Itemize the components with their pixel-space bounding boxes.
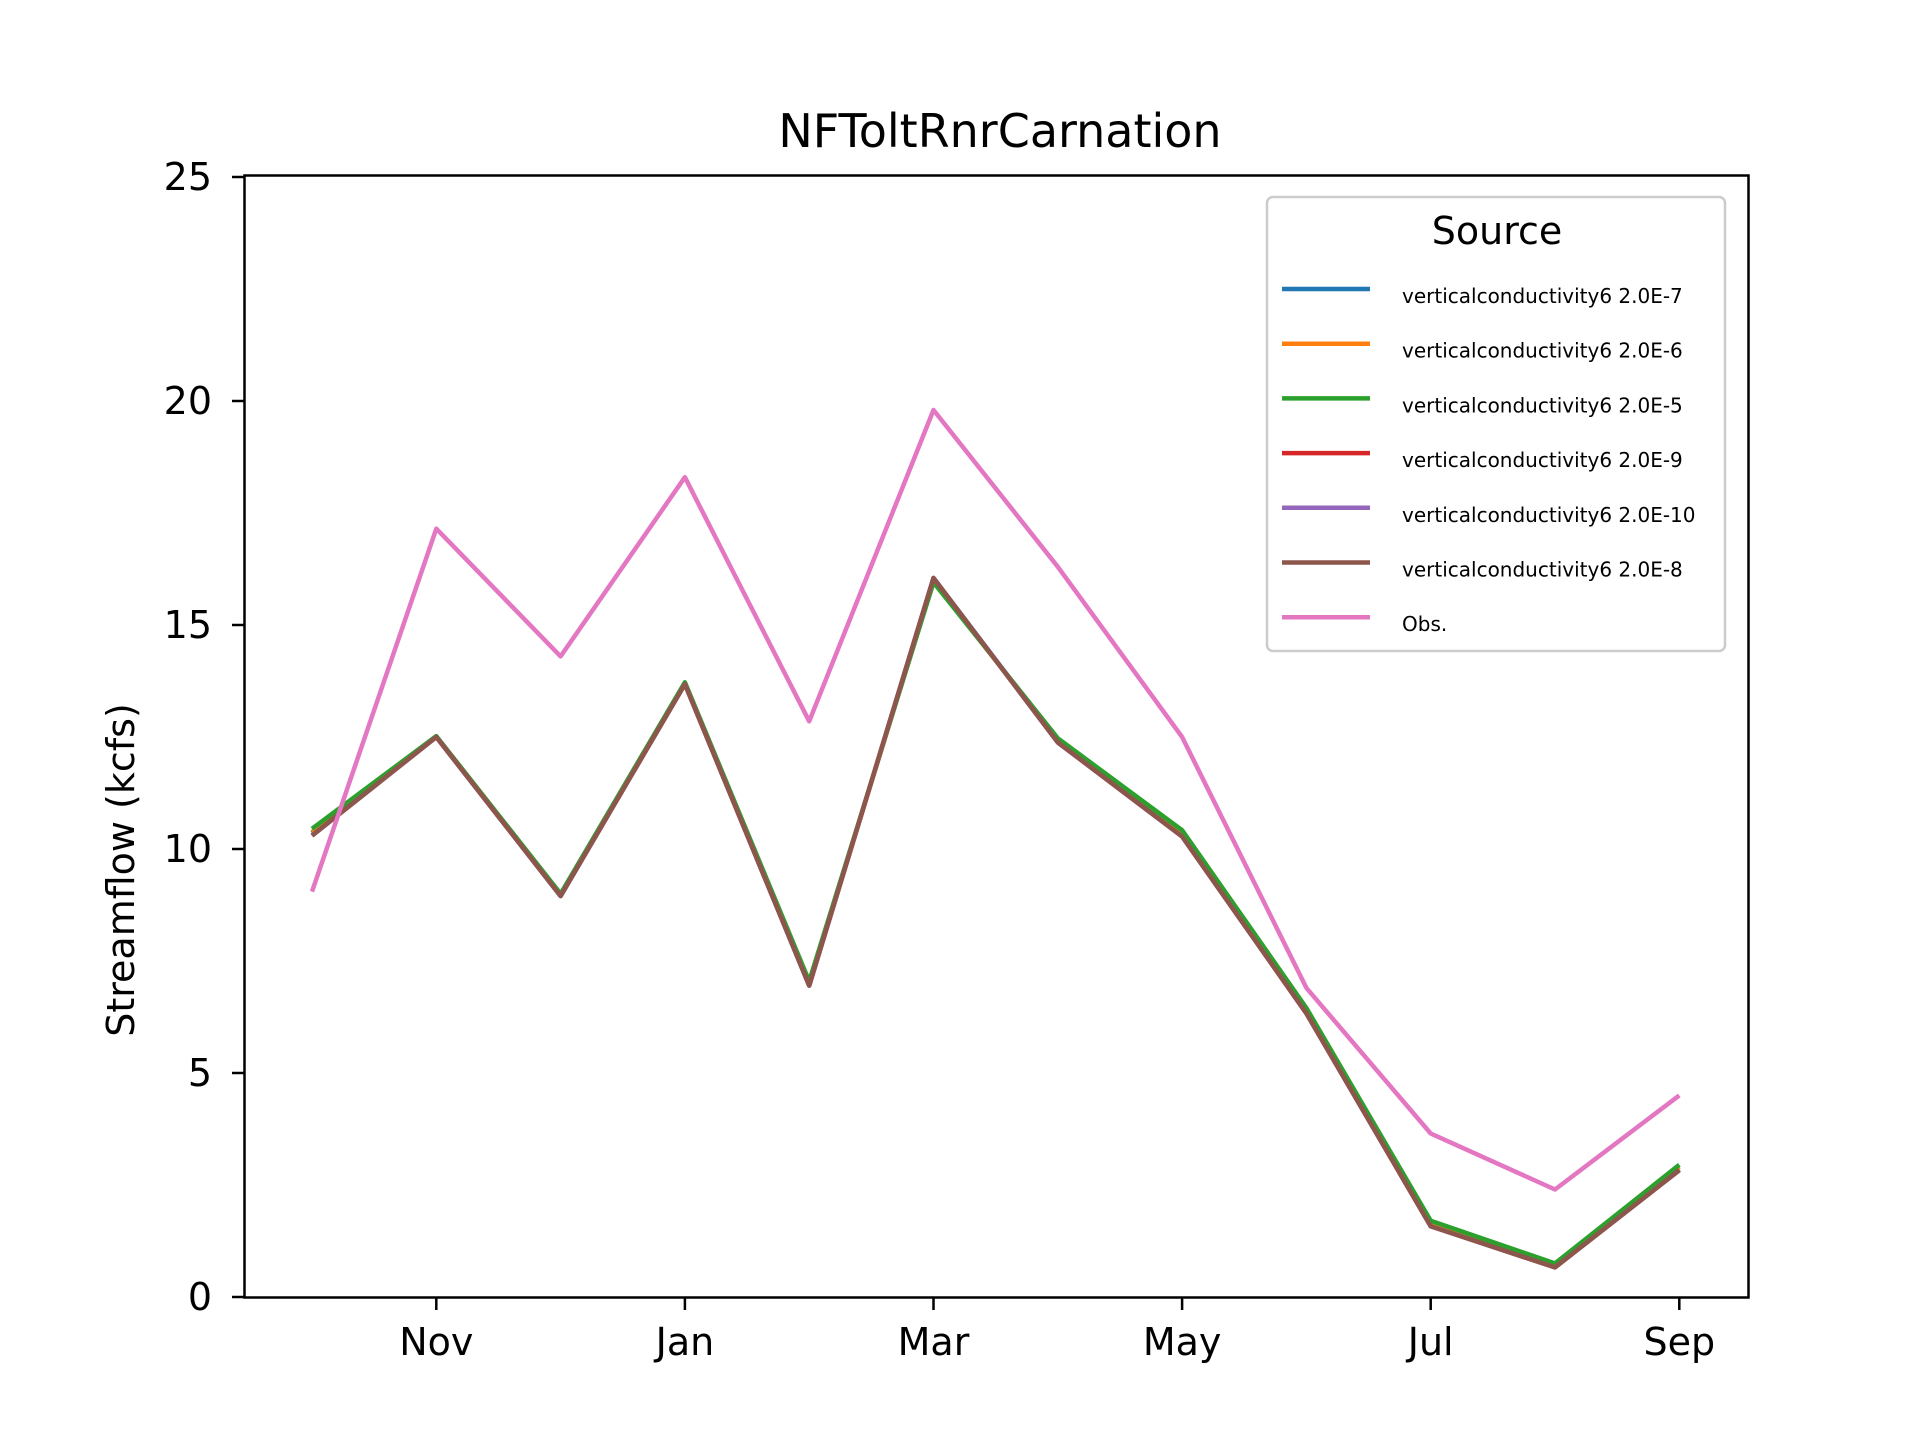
legend-label-verticalconductivity6-2-0e-7: verticalconductivity6 2.0E-7 xyxy=(1402,284,1683,308)
plot-lines xyxy=(309,407,1681,1270)
legend-label-verticalconductivity6-2-0e-8: verticalconductivity6 2.0E-8 xyxy=(1402,558,1683,582)
x-axis-ticks: Nov Jan Mar May Jul Sep xyxy=(399,1298,1715,1364)
legend-entries: verticalconductivity6 2.0E-7 verticalcond… xyxy=(1282,284,1696,636)
legend-title: Source xyxy=(1432,209,1563,253)
x-tick-label: May xyxy=(1143,1320,1222,1364)
series-line-verticalconductivity6-2-0e-10 xyxy=(310,575,1681,1270)
y-tick-label: 5 xyxy=(188,1051,212,1095)
y-tick-label: 25 xyxy=(164,155,212,199)
series-line-verticalconductivity6-2-0e-8 xyxy=(310,575,1681,1270)
x-tick-label: Mar xyxy=(898,1320,970,1364)
y-tick-label: 10 xyxy=(164,827,212,871)
series-line-verticalconductivity6-2-0e-7 xyxy=(310,575,1681,1269)
legend-label-verticalconductivity6-2-0e-5: verticalconductivity6 2.0E-5 xyxy=(1402,393,1683,417)
legend-label-verticalconductivity6-2-0e-6: verticalconductivity6 2.0E-6 xyxy=(1402,339,1683,363)
plot-frame xyxy=(243,174,1750,1299)
legend-box xyxy=(1265,195,1727,653)
legend-label-verticalconductivity6-2-0e-9: verticalconductivity6 2.0E-9 xyxy=(1402,448,1683,472)
series-line-obs xyxy=(309,407,1681,1192)
legend: Source verticalconductivity6 2.0E-7verti… xyxy=(1265,195,1727,653)
series-line-verticalconductivity6-2-0e-6 xyxy=(310,577,1681,1267)
y-tick-label: 20 xyxy=(164,379,212,423)
x-tick-label: Jan xyxy=(654,1320,715,1364)
chart-title: NFToltRnrCarnation xyxy=(778,104,1221,158)
legend-label-obs: Obs. xyxy=(1402,612,1447,636)
x-tick-label: Sep xyxy=(1643,1320,1715,1364)
x-tick-label: Nov xyxy=(399,1320,473,1364)
series-line-verticalconductivity6-2-0e-9 xyxy=(310,575,1681,1270)
x-tick-label: Jul xyxy=(1406,1320,1454,1364)
y-axis-label: Streamflow (kcfs) xyxy=(99,703,143,1037)
y-axis-ticks: 0 5 10 15 20 25 xyxy=(164,155,244,1319)
series-line-verticalconductivity6-2-0e-5 xyxy=(310,580,1681,1266)
y-tick-label: 0 xyxy=(188,1275,212,1319)
legend-label-verticalconductivity6-2-0e-10: verticalconductivity6 2.0E-10 xyxy=(1402,503,1696,527)
y-tick-label: 15 xyxy=(164,603,212,647)
